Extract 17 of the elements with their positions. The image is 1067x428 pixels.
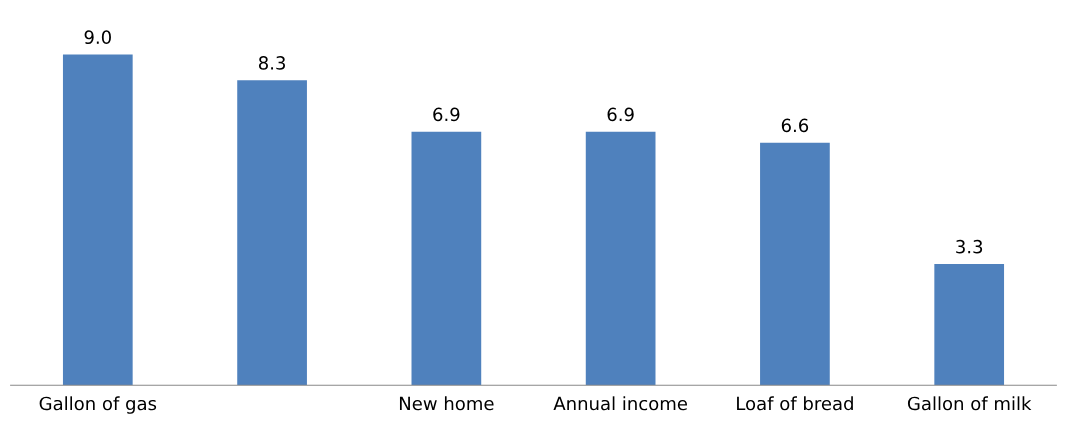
x-tick-label: New home (399, 396, 494, 411)
bar (237, 80, 307, 386)
x-tick-label: Gallon of gas (39, 396, 157, 414)
data-label: 6.9 (433, 107, 460, 122)
bar (585, 131, 656, 386)
data-label: 9.0 (84, 30, 111, 45)
data-label: 6.6 (781, 118, 809, 133)
bar (411, 131, 482, 386)
bar (62, 54, 133, 386)
x-tick-label: Loaf of bread (737, 396, 853, 411)
x-tick-label: Gallon of milk (907, 396, 1032, 411)
x-tick-label: Annual income (553, 396, 687, 411)
bar (760, 142, 830, 386)
data-label: 3.3 (956, 239, 983, 254)
data-label: 6.9 (607, 107, 634, 122)
data-label: 8.3 (258, 56, 285, 70)
bar (934, 263, 1005, 386)
